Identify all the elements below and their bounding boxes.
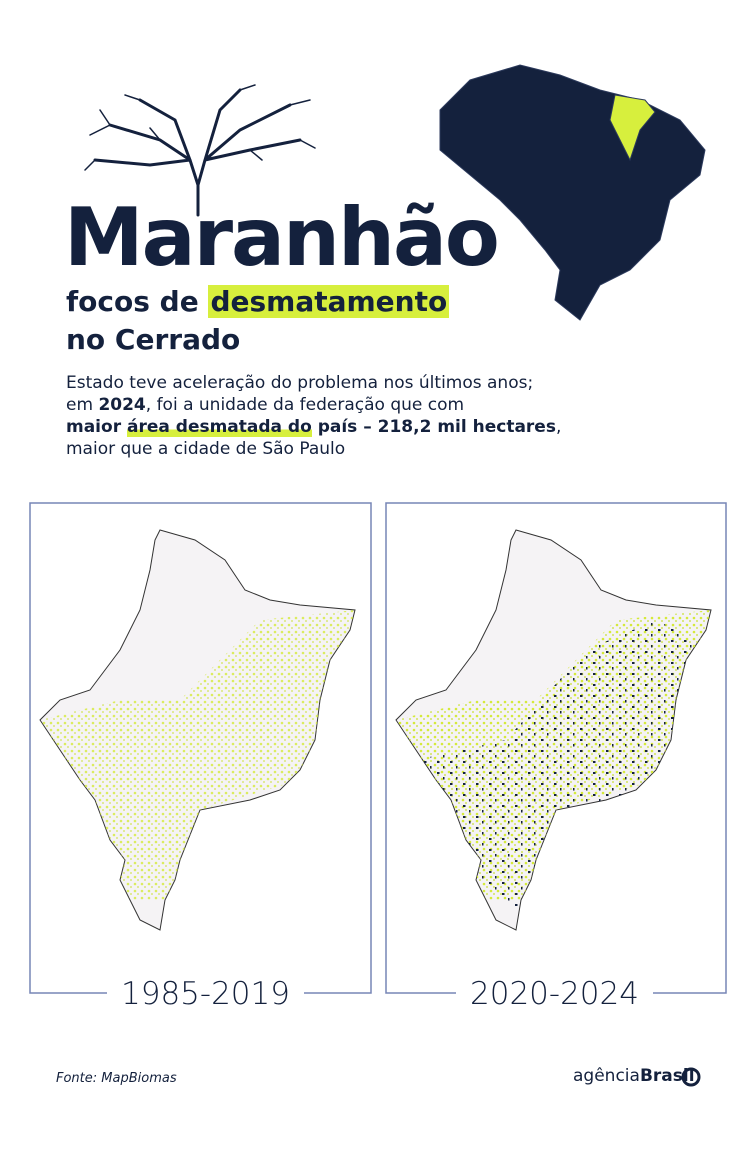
logo-text: agência [573, 1066, 640, 1086]
logo: agênciaBrasil [573, 1066, 695, 1086]
maranhao-map-2020-2024 [395, 529, 712, 931]
title: Maranhão [64, 191, 500, 284]
subtitle: focos de desmatamento [66, 284, 450, 320]
body-text: maior que a cidade de São Paulo [66, 439, 346, 459]
bold-text: maior [66, 417, 127, 437]
brazil-map [439, 64, 706, 321]
map-label: 1985-2019 [107, 974, 304, 1014]
body-text: Estado teve aceleração do problema nos ú… [66, 373, 534, 393]
text: em [66, 395, 99, 415]
bold-text: país – 218,2 mil hectares [311, 417, 556, 437]
logo-icon [681, 1067, 701, 1087]
source: Fonte: MapBiomas [56, 1071, 177, 1086]
logo-text-bold: Brasil [639, 1066, 695, 1086]
subtitle: no Cerrado [66, 323, 241, 356]
text: , [555, 417, 562, 437]
maranhao-map-1985-2019 [39, 529, 356, 931]
body-text: maior área desmatada do país – 218,2 mil… [66, 416, 561, 438]
subtitle-text: focos de [66, 285, 209, 318]
tree-illustration [84, 84, 316, 217]
body-text: em 2024, foi a unidade da federação que … [66, 394, 464, 416]
map-label: 2020-2024 [456, 974, 653, 1014]
subtitle-highlight: desmatamento [208, 285, 450, 318]
highlight-text: área desmatada do [127, 417, 312, 437]
text: , foi a unidade da federação que com [145, 395, 465, 415]
bold-text: 2024 [98, 395, 146, 415]
